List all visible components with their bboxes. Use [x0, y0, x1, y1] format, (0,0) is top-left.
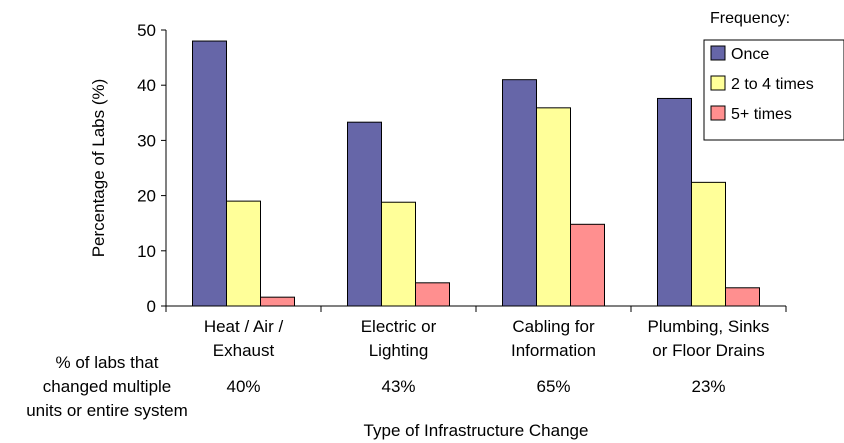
y-tick-label: 50	[137, 21, 156, 40]
annotation-label-line: % of labs that	[55, 353, 158, 372]
bar	[381, 201, 416, 307]
y-ticks-group: 0 10 20 30 40 50	[137, 21, 166, 316]
legend-box	[703, 39, 844, 141]
bar	[725, 287, 760, 307]
y-tick-label: 20	[137, 187, 156, 206]
bar	[415, 282, 450, 307]
y-tick-label: 30	[137, 131, 156, 150]
legend-entry: 5+ times	[731, 106, 792, 123]
x-category-label: Lighting	[369, 341, 429, 360]
annotation-value: 40%	[226, 377, 260, 396]
annotation-label-line: units or entire system	[26, 401, 188, 420]
x-category-label: Heat / Air /	[204, 317, 284, 336]
bar	[226, 200, 261, 307]
legend-entry: Once	[731, 46, 769, 63]
legend-swatch	[710, 105, 726, 121]
annotation-group: % of labs that changed multiple units or e…	[26, 353, 725, 420]
bar	[192, 40, 227, 307]
x-category-label: Exhaust	[213, 341, 275, 360]
y-axis-label: Percentage of Labs (%)	[89, 79, 108, 258]
x-category-labels: Heat / Air / Exhaust Electric or Lighting Ca…	[204, 317, 770, 360]
bar	[347, 121, 382, 307]
legend-swatch	[710, 45, 726, 61]
bar	[570, 223, 605, 307]
x-category-label: Plumbing, Sinks	[648, 317, 770, 336]
x-category-label: Information	[511, 341, 596, 360]
y-tick-label: 10	[137, 242, 156, 261]
annotation-value: 23%	[691, 377, 725, 396]
x-axis-label: Type of Infrastructure Change	[364, 421, 589, 440]
axes-group	[165, 30, 787, 312]
legend-entry: 2 to 4 times	[731, 76, 814, 93]
bar	[536, 107, 571, 307]
annotation-label-line: changed multiple	[43, 377, 172, 396]
bar	[502, 79, 537, 307]
legend-title: Frequency:	[710, 10, 790, 27]
annotation-value: 43%	[381, 377, 415, 396]
legend-swatch	[710, 75, 726, 91]
legend: Frequency: Once 2 to 4 times 5+ times	[703, 10, 844, 141]
x-category-label: Cabling for	[512, 317, 595, 336]
bar	[657, 97, 692, 307]
annotation-value: 65%	[536, 377, 570, 396]
bar	[691, 181, 726, 307]
bars-group	[192, 40, 760, 307]
x-category-label: or Floor Drains	[652, 341, 764, 360]
y-tick-label: 40	[137, 76, 156, 95]
bar	[260, 296, 295, 307]
y-tick-label: 0	[147, 297, 156, 316]
x-category-label: Electric or	[361, 317, 437, 336]
